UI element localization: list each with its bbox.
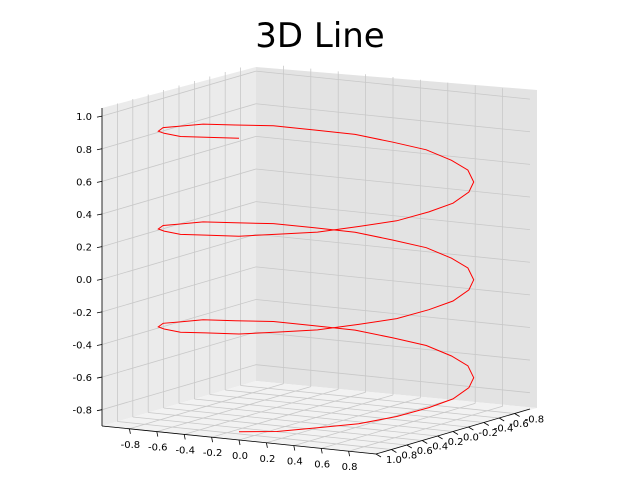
grid-line [148, 412, 423, 441]
y-tick-label: 0.6 [417, 446, 433, 457]
grid-line [255, 70, 531, 100]
y-tick-mark [375, 453, 382, 458]
z-tick-label: -0.8 [72, 406, 92, 417]
x-tick-label: -0.4 [175, 445, 195, 456]
y-tick-label: -0.8 [525, 415, 545, 426]
x-tick-mark [129, 428, 131, 434]
x-tick-label: 0.6 [314, 459, 330, 470]
z-tick-label: 0.6 [76, 177, 92, 188]
right-back-pane [256, 67, 537, 408]
z-tick-label: 0.4 [76, 210, 92, 221]
grid-line [255, 168, 531, 198]
x-tick-label: -0.8 [121, 440, 141, 451]
y-tick-label: -0.6 [509, 419, 529, 430]
y-tick-label: 0.0 [463, 433, 479, 444]
x-tick-label: 0.4 [287, 457, 303, 468]
x-tick-label: 0.8 [342, 462, 358, 473]
x-tick-label: -0.2 [203, 448, 223, 459]
z-tick-label: 0.8 [76, 145, 92, 156]
grid-line [117, 421, 392, 450]
z-tick-mark [96, 246, 103, 249]
x-tick-mark [238, 439, 241, 446]
z-tick-mark [96, 115, 103, 118]
y-tick-mark [498, 417, 505, 422]
grid-line [255, 135, 531, 165]
z-tick-label: -0.6 [72, 373, 92, 384]
z-tick-mark [96, 344, 103, 346]
grid-line [255, 233, 531, 263]
grid-line [255, 299, 531, 328]
grid-line [178, 403, 454, 432]
z-tick-label: 0.0 [76, 275, 92, 286]
z-tick-mark [96, 311, 103, 314]
grid-line [255, 201, 531, 231]
y-tick-mark [406, 444, 413, 449]
z-tick-label: -0.2 [72, 308, 92, 319]
series-line [157, 123, 475, 433]
grid-line [101, 136, 257, 182]
grid-line [101, 233, 257, 280]
y-tick-mark [452, 431, 459, 435]
z-tick-mark [96, 376, 103, 379]
grid-line [101, 168, 257, 215]
grid-line [255, 266, 531, 296]
x-tick-label: 0.2 [259, 454, 275, 465]
grid-line [132, 416, 407, 446]
x-tick-label: 0.0 [232, 451, 248, 462]
z-tick-mark [96, 180, 103, 183]
grid-line [101, 70, 257, 117]
grid-line [101, 364, 257, 411]
x-tick-mark [156, 431, 159, 437]
y-tick-mark [437, 435, 443, 440]
grid-line [163, 407, 438, 437]
y-tick-label: -0.2 [478, 428, 498, 439]
x-tick-mark [211, 437, 213, 443]
grid-line [255, 364, 531, 394]
x-tick-mark [183, 434, 186, 440]
y-tick-label: 0.4 [432, 442, 448, 453]
y-tick-label: 0.2 [448, 437, 464, 448]
y-tick-mark [514, 413, 520, 417]
y-tick-mark [483, 422, 490, 426]
z-tick-label: 1.0 [76, 112, 92, 123]
y-tick-label: -0.4 [494, 424, 514, 435]
grid-line [101, 331, 257, 378]
grid-line [255, 331, 531, 361]
x-tick-mark [320, 448, 323, 454]
z-tick-mark [96, 148, 103, 151]
x-tick-mark [348, 451, 350, 457]
grid-line [101, 266, 257, 313]
x-tick-mark [293, 445, 296, 451]
grid-line [194, 398, 469, 428]
x-tick-mark [266, 442, 268, 448]
grid-line [240, 385, 515, 414]
tick-labels: -0.8 -0.6 -0.4 -0.2 0.0 0.2 0.4 0.6 0.8-0.8-0.6-… [72, 112, 544, 473]
z-tick-mark [96, 213, 103, 216]
z-tick-label: -0.4 [72, 340, 92, 351]
y-tick-label: 0.8 [401, 451, 417, 462]
y-tick-mark [421, 440, 428, 444]
grid-line [225, 389, 500, 419]
z-tick-mark [96, 409, 103, 412]
z-tick-mark [96, 278, 103, 281]
y-tick-mark [468, 426, 474, 431]
grid-line [209, 394, 484, 423]
x-tick-label: -0.6 [148, 443, 168, 454]
y-tick-label: 1.0 [386, 455, 402, 466]
grid-line [255, 103, 531, 133]
series-layer [157, 123, 475, 433]
chart-title: 3D Line [255, 16, 385, 56]
axes [96, 108, 531, 458]
z-tick-label: 0.2 [76, 243, 92, 254]
y-tick-mark [391, 449, 397, 453]
